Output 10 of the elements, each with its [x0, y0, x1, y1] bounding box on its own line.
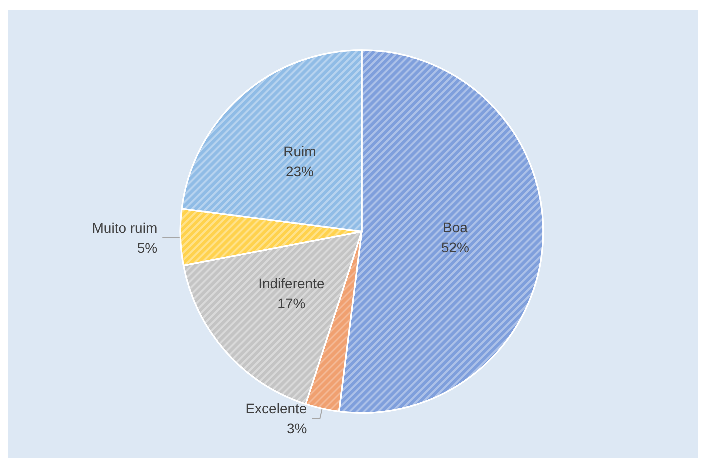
data-label: 3% — [286, 420, 308, 437]
data-label: 23% — [286, 163, 314, 180]
slice-label: Excelente — [246, 400, 308, 417]
slice-label: Indiferente — [258, 276, 325, 292]
data-label: 17% — [278, 296, 306, 312]
slice-label: Ruim — [284, 143, 316, 160]
data-label: 52% — [441, 240, 470, 256]
slice-label: Boa — [443, 220, 468, 236]
slice-label: Muito ruim — [92, 220, 158, 236]
data-label: 5% — [137, 240, 158, 256]
